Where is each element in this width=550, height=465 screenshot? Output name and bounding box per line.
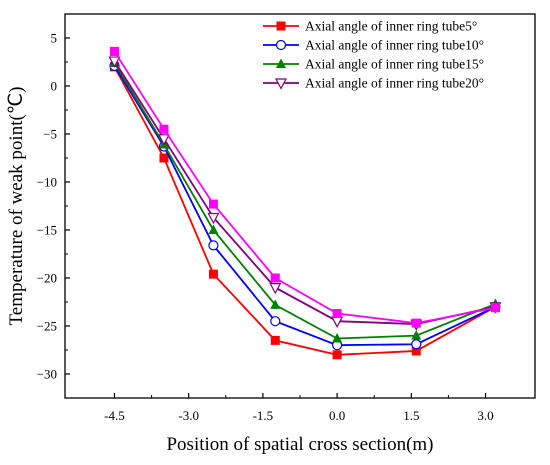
series-line xyxy=(113,66,496,356)
series-3 xyxy=(109,57,501,343)
data-point xyxy=(276,21,286,31)
data-point xyxy=(270,335,280,345)
series-layer xyxy=(108,46,502,360)
legend-entry: Axial angle of inner ring tube20° xyxy=(263,76,484,91)
data-point xyxy=(270,299,281,309)
x-tick-label: -3.0 xyxy=(178,408,199,423)
data-point xyxy=(208,199,218,209)
legend-label: Axial angle of inner ring tube5° xyxy=(305,19,477,34)
data-point xyxy=(208,269,218,279)
data-point xyxy=(207,212,220,225)
data-point xyxy=(109,46,119,56)
data-point xyxy=(108,56,121,68)
legend-label: Axial angle of inner ring tube20° xyxy=(305,76,484,91)
data-point xyxy=(332,309,342,319)
y-tick-label: 0 xyxy=(51,79,58,94)
x-tick-label: 3.0 xyxy=(477,408,493,423)
y-tick-label: −15 xyxy=(37,223,57,238)
data-point xyxy=(332,350,342,360)
series-line xyxy=(113,62,496,340)
data-point xyxy=(270,316,281,327)
legend-entry: Axial angle of inner ring tube5° xyxy=(263,19,477,34)
plot-frame xyxy=(64,13,536,399)
data-point xyxy=(332,332,343,343)
legend-label: Axial angle of inner ring tube15° xyxy=(305,57,484,72)
data-point xyxy=(159,153,169,163)
y-tick-label: −20 xyxy=(37,271,57,286)
data-point xyxy=(411,339,422,350)
data-point xyxy=(411,330,422,340)
x-tick-label: 0.0 xyxy=(329,408,345,423)
y-tick-label: 5 xyxy=(51,31,58,46)
series-2 xyxy=(109,60,501,351)
x-tick-label: 1.5 xyxy=(403,408,419,423)
x-tick-label: -4.5 xyxy=(104,408,125,423)
series-1 xyxy=(109,62,500,360)
series-line xyxy=(113,60,496,325)
data-point xyxy=(208,240,219,251)
data-point xyxy=(269,283,282,295)
y-tick-label: −5 xyxy=(43,127,57,142)
series-5 xyxy=(109,46,500,328)
data-point xyxy=(270,273,280,283)
data-point xyxy=(411,318,421,328)
data-point xyxy=(275,39,287,51)
legend-label: Axial angle of inner ring tube10° xyxy=(305,38,484,53)
y-tick-label: −30 xyxy=(37,367,57,382)
data-point xyxy=(275,78,287,90)
series-4 xyxy=(108,56,502,331)
y-tick-label: −25 xyxy=(37,319,57,334)
x-axis-title: Position of spatial cross section(m) xyxy=(166,434,433,455)
legend-entry: Axial angle of inner ring tube15° xyxy=(263,57,484,72)
y-axis-title: Temperature of weak point(℃) xyxy=(6,87,27,326)
data-point xyxy=(411,346,421,356)
data-point xyxy=(159,124,169,134)
axis-ticks: -4.5 -3.0 -1.5 0.0 1.5 3.0 5 0 −5 −10 −15 −20 −25 −30 xyxy=(37,13,494,423)
data-point xyxy=(276,58,286,68)
data-point xyxy=(157,134,170,146)
series-line xyxy=(113,50,496,325)
y-tick-label: −10 xyxy=(37,175,57,190)
legend-entry: Axial angle of inner ring tube10° xyxy=(263,38,484,53)
data-point xyxy=(490,303,500,313)
x-tick-label: -1.5 xyxy=(253,408,274,423)
data-point xyxy=(208,224,219,234)
legend: Axial angle of inner ring tube5° Axial an… xyxy=(263,19,484,91)
